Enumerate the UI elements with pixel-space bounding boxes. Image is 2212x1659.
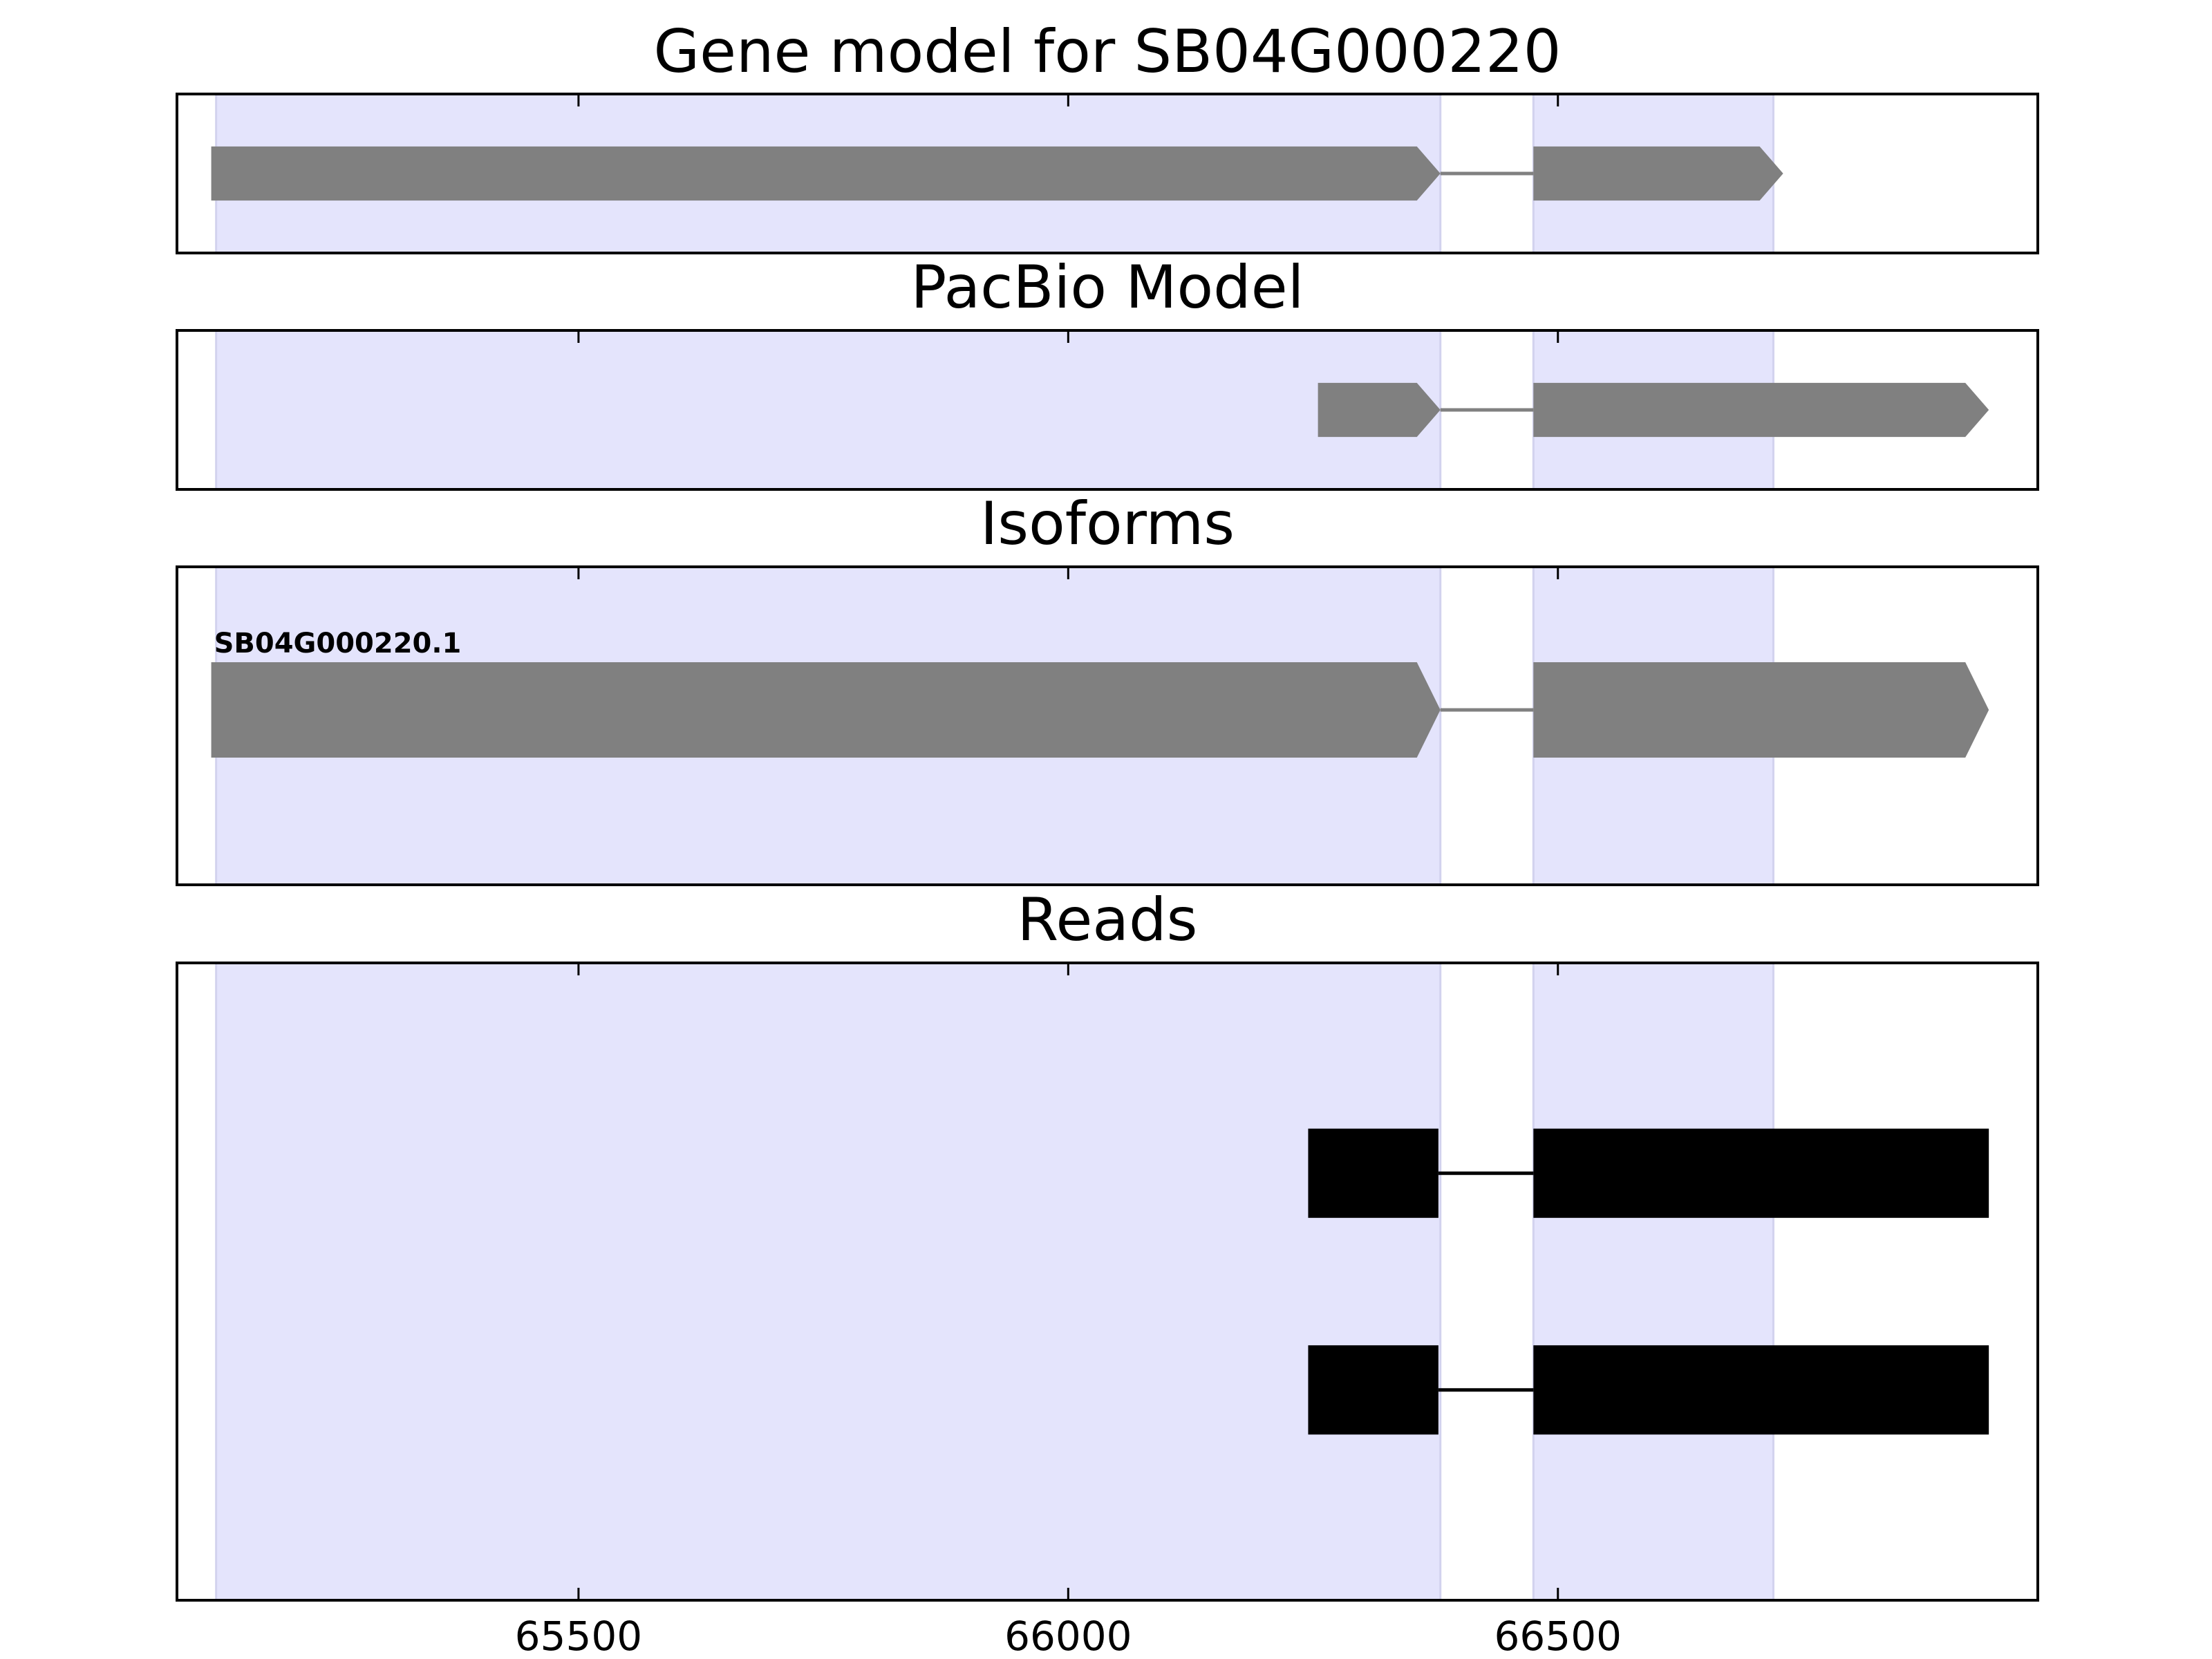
highlight-region (215, 329, 1442, 491)
track (1318, 382, 1989, 438)
panel-frame (176, 962, 2039, 1602)
isoform-label: SB04G000220.1 (214, 628, 462, 659)
panel-title: PacBio Model (910, 253, 1304, 322)
exon-arrow (1533, 146, 1783, 201)
exon-arrow (1533, 662, 1989, 758)
read-exon (1533, 1345, 1989, 1435)
track (1308, 1345, 1989, 1435)
panel-frame (176, 329, 2039, 491)
highlight-region (1532, 962, 1774, 1602)
read-exon (1533, 1128, 1989, 1218)
panel-2: PacBio Model (176, 253, 2039, 491)
track: SB04G000220.1 (211, 628, 1989, 758)
panel-title: Reads (1018, 885, 1198, 955)
exon-arrow (211, 662, 1441, 758)
panel-frame (176, 93, 2039, 254)
panel-1: Gene model for SB04G000220 (176, 17, 2039, 254)
panel-3: Isoforms SB04G000220.1 (176, 489, 2039, 886)
exon-arrow (211, 146, 1441, 201)
panels-layer: Gene model for SB04G000220 PacBio Model Is… (176, 17, 2039, 1602)
track (211, 146, 1783, 201)
x-tick-label: 66500 (1494, 1613, 1622, 1659)
track (1308, 1128, 1989, 1218)
x-tick-label: 65500 (515, 1613, 643, 1659)
panel-title: Isoforms (980, 489, 1235, 559)
exon-arrow (1318, 382, 1441, 438)
read-exon (1308, 1128, 1438, 1218)
panel-title: Gene model for SB04G000220 (654, 17, 1562, 86)
highlight-region (215, 962, 1442, 1602)
exon-arrow (1533, 382, 1989, 438)
panel-frame (176, 565, 2039, 886)
x-tick-label: 66000 (1004, 1613, 1132, 1659)
panel-4: Reads (176, 885, 2039, 1602)
read-exon (1308, 1345, 1438, 1435)
x-axis: 65500 66000 66500 (515, 1588, 1622, 1659)
